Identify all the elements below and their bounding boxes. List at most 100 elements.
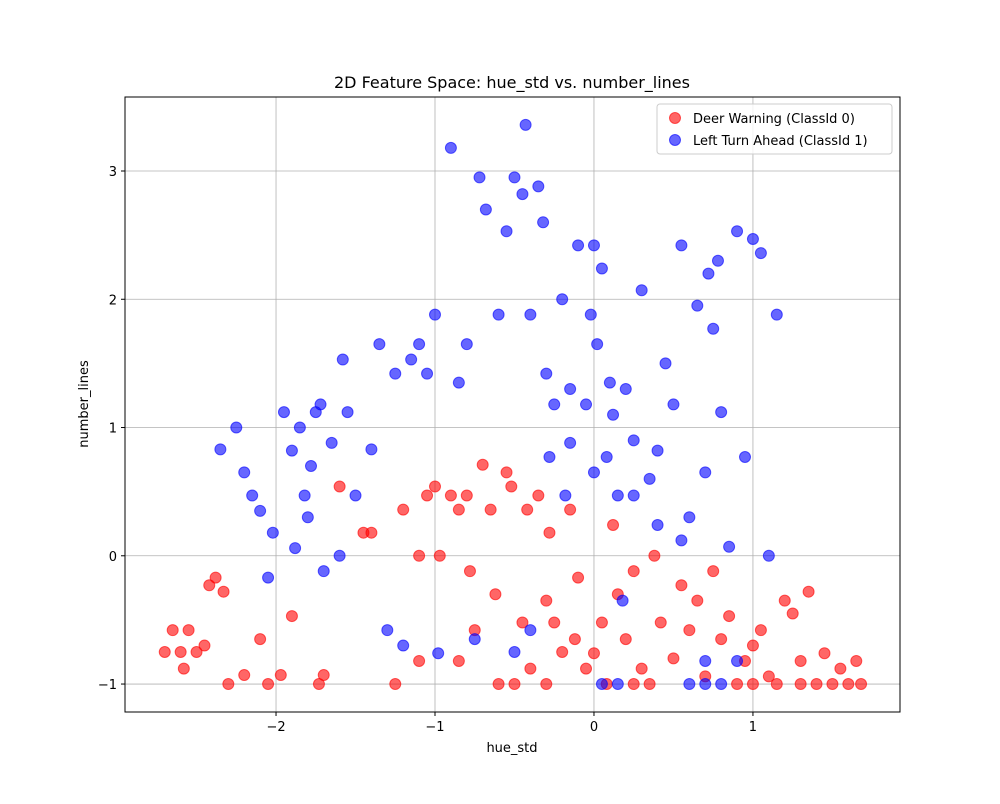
point: [627, 678, 640, 691]
point: [611, 678, 624, 691]
point: [707, 322, 720, 335]
point: [289, 542, 302, 555]
point: [217, 585, 230, 598]
point: [444, 489, 457, 502]
point: [305, 460, 317, 472]
point: [333, 549, 346, 562]
point: [285, 444, 298, 457]
point: [754, 247, 767, 260]
point: [643, 472, 656, 485]
point: [667, 652, 680, 665]
point: [818, 647, 831, 660]
point: [702, 267, 715, 280]
point: [460, 489, 473, 502]
point: [746, 232, 759, 245]
y-tick-label: 1: [109, 422, 117, 437]
point: [182, 624, 195, 637]
point: [607, 408, 620, 421]
x-tick-label: 0: [590, 720, 598, 735]
point: [786, 607, 799, 620]
point: [524, 662, 537, 675]
point: [611, 489, 624, 502]
legend-marker: [669, 112, 681, 124]
point: [413, 654, 426, 667]
point: [365, 443, 378, 456]
point: [683, 624, 696, 637]
point: [452, 503, 465, 516]
point: [564, 383, 577, 396]
point: [230, 421, 243, 434]
point: [587, 239, 600, 252]
chart-title: 2D Feature Space: hue_std vs. number_lin…: [334, 73, 690, 93]
point: [413, 549, 426, 562]
point: [635, 662, 648, 675]
point: [484, 503, 497, 516]
point: [532, 489, 545, 502]
point: [715, 678, 728, 691]
point: [564, 503, 577, 516]
legend-label: Deer Warning (ClassId 0): [693, 112, 855, 127]
point: [397, 639, 410, 652]
legend-box: [656, 103, 893, 155]
plot-frame: [124, 96, 901, 713]
point: [600, 451, 613, 464]
point: [524, 624, 537, 637]
point: [314, 398, 327, 411]
point: [341, 406, 354, 419]
point: [293, 421, 306, 434]
point: [177, 662, 190, 675]
point: [373, 338, 386, 351]
point: [683, 678, 696, 691]
point: [723, 540, 736, 553]
point: [298, 489, 311, 502]
point: [564, 436, 577, 449]
point: [516, 616, 529, 629]
point: [389, 367, 402, 380]
point: [262, 571, 275, 584]
y-tick-label: 2: [109, 293, 117, 308]
point: [619, 383, 632, 396]
point: [254, 633, 267, 646]
point: [336, 353, 349, 366]
point: [731, 225, 744, 238]
x-tick-label: −2: [266, 720, 285, 735]
point: [508, 645, 521, 658]
point: [421, 489, 434, 502]
point: [433, 549, 446, 562]
point: [572, 571, 585, 584]
point: [559, 489, 572, 502]
point: [460, 338, 473, 351]
point: [521, 503, 534, 516]
point: [580, 662, 593, 675]
point: [468, 633, 481, 646]
point: [516, 188, 529, 201]
point: [587, 647, 600, 660]
point: [524, 308, 537, 321]
x-axis-label: hue_std: [486, 741, 537, 756]
point: [277, 406, 290, 419]
point: [317, 565, 330, 578]
point: [826, 678, 839, 691]
y-tick-label: −1: [98, 678, 117, 693]
point: [842, 678, 855, 691]
point: [591, 338, 604, 351]
point: [158, 645, 171, 658]
point: [500, 225, 513, 238]
point: [222, 678, 235, 691]
point: [508, 171, 521, 184]
x-tick-label: −1: [425, 720, 444, 735]
point: [587, 466, 600, 479]
point: [699, 466, 712, 479]
point: [262, 678, 275, 691]
point: [548, 398, 561, 411]
point: [627, 434, 640, 447]
point: [537, 216, 550, 229]
point: [723, 610, 736, 623]
point: [540, 367, 553, 380]
point: [667, 398, 680, 411]
point: [174, 645, 187, 658]
point: [746, 639, 759, 652]
point: [274, 669, 287, 682]
point: [627, 565, 640, 578]
point: [349, 489, 362, 502]
